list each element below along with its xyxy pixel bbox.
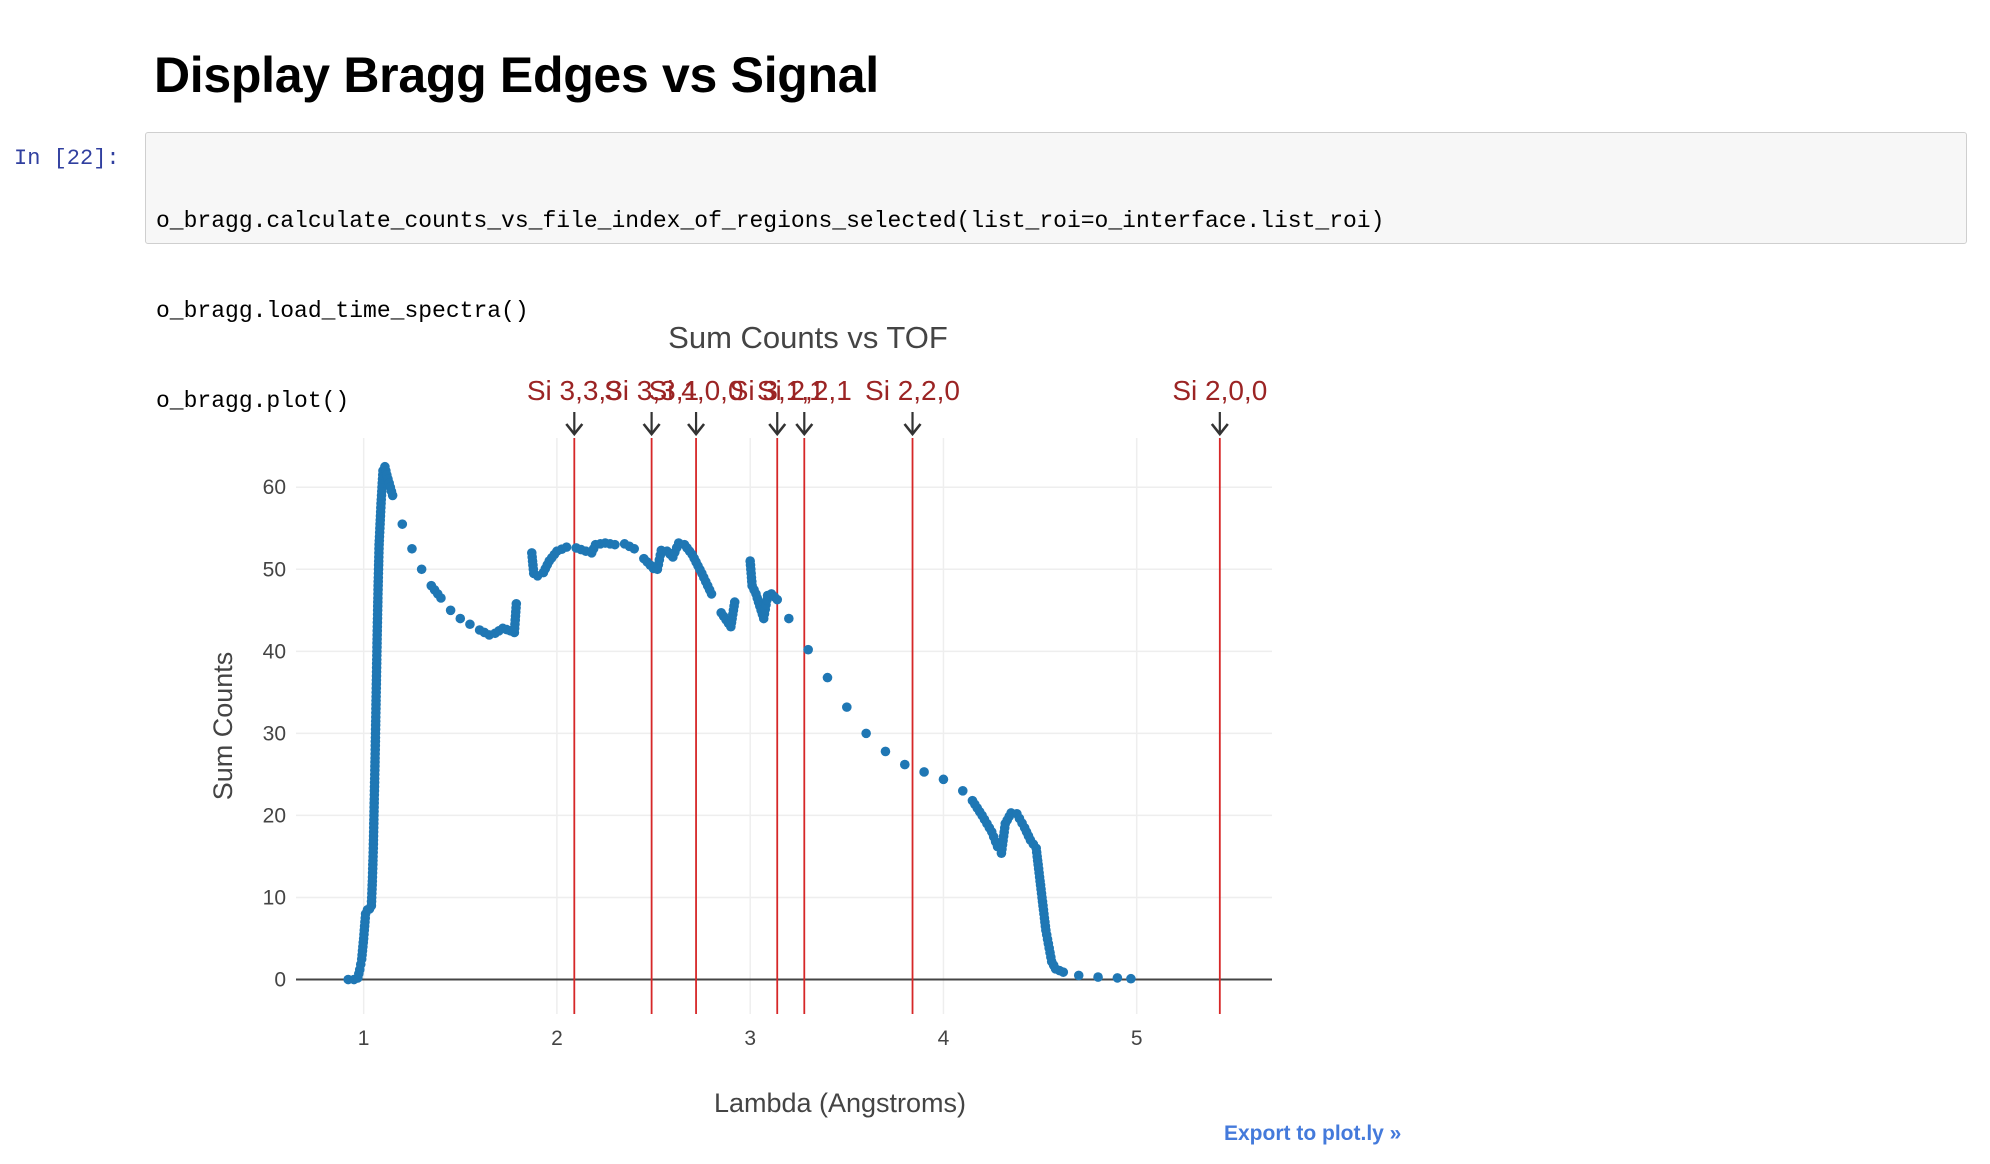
data-point (772, 594, 783, 605)
data-point (957, 786, 968, 796)
data-point (938, 774, 949, 785)
annotation-arrowhead (642, 423, 661, 437)
data-point (842, 702, 852, 712)
x-tick-label: 3 (744, 1027, 756, 1050)
x-axis-label: Lambda (Angstroms) (714, 1088, 966, 1118)
series-markers (343, 461, 1136, 985)
data-point (880, 746, 891, 757)
data-point (511, 598, 522, 609)
data-point (803, 644, 813, 655)
bragg-edge-label: Si 3,1,1 (730, 375, 825, 406)
data-point (919, 767, 929, 777)
data-point (861, 728, 871, 739)
y-tick-label: 30 (263, 722, 286, 745)
data-point (387, 490, 398, 501)
export-to-plotly-link[interactable]: Export to plot.ly » (1224, 1122, 1402, 1145)
data-point (610, 539, 620, 550)
bragg-edge-label: Si 2,2,0 (865, 375, 960, 406)
data-point (706, 589, 717, 599)
data-point (899, 759, 910, 770)
bragg-edge-label: Si 2,0,0 (1172, 375, 1267, 406)
cell-prompt: In [22]: (14, 146, 120, 171)
x-tick-label: 5 (1131, 1027, 1143, 1050)
data-point (445, 605, 456, 616)
code-cell-input[interactable]: o_bragg.calculate_counts_vs_file_index_o… (145, 132, 1967, 414)
data-point (561, 542, 572, 552)
data-point (1126, 973, 1136, 984)
chart-title: Sum Counts vs TOF (668, 320, 948, 355)
data-point (436, 593, 446, 603)
data-point (1093, 972, 1103, 982)
bragg-edge-label: Si 4,0,0 (649, 375, 744, 406)
data-point (1073, 970, 1084, 981)
data-point (397, 519, 408, 529)
data-point (784, 613, 794, 624)
annotation-arrowhead (768, 423, 787, 437)
code-line: o_bragg.load_time_spectra() (156, 298, 529, 324)
data-point (465, 619, 475, 630)
data-point (455, 613, 466, 624)
y-tick-label: 20 (263, 804, 286, 827)
bragg-edge-label: Si 2,2,1 (757, 375, 852, 406)
annotation-arrowhead (1210, 423, 1229, 437)
bragg-edge-label: Si 3,3,1 (604, 375, 699, 406)
annotation-arrowhead (565, 423, 584, 437)
data-point (1058, 967, 1069, 977)
data-point (1112, 973, 1123, 983)
section-heading: Display Bragg Edges vs Signal (154, 47, 879, 103)
x-tick-label: 1 (358, 1027, 370, 1050)
data-point (416, 564, 427, 575)
annotation-arrowhead (795, 423, 814, 437)
data-point (629, 543, 640, 554)
data-point (729, 597, 740, 607)
bragg-edge-label: Si 3,3,3 (527, 375, 622, 406)
y-tick-label: 10 (263, 886, 286, 909)
annotation-arrowhead (903, 423, 922, 437)
code-line: o_bragg.plot() (156, 388, 350, 414)
y-tick-label: 60 (263, 476, 286, 499)
x-tick-label: 2 (551, 1027, 563, 1050)
data-point (822, 672, 833, 683)
y-tick-label: 40 (263, 640, 286, 663)
x-tick-label: 4 (938, 1027, 950, 1050)
code-line: o_bragg.calculate_counts_vs_file_index_o… (156, 208, 1385, 234)
y-axis-label: Sum Counts (208, 652, 238, 801)
data-point (407, 543, 417, 554)
annotation-arrowhead (687, 423, 706, 437)
y-tick-label: 0 (274, 969, 286, 992)
y-tick-label: 50 (263, 558, 286, 581)
